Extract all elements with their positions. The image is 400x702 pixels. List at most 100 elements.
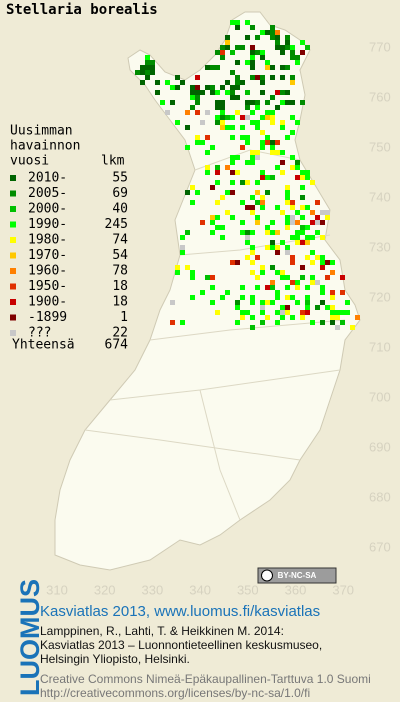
occurrence-square — [305, 295, 310, 300]
occurrence-square — [145, 75, 150, 80]
occurrence-square — [205, 170, 210, 175]
occurrence-square — [220, 125, 225, 130]
occurrence-square — [200, 90, 205, 95]
occurrence-square — [240, 200, 245, 205]
occurrence-square — [230, 135, 235, 140]
y-tick-label: 770 — [369, 39, 391, 54]
occurrence-square — [195, 190, 200, 195]
occurrence-square — [225, 165, 230, 170]
occurrence-square — [295, 235, 300, 240]
legend-label: 1980- — [28, 233, 67, 248]
occurrence-square — [210, 145, 215, 150]
occurrence-square — [230, 20, 235, 25]
occurrence-square — [340, 320, 345, 325]
occurrence-square — [235, 305, 240, 310]
occurrence-square — [220, 195, 225, 200]
occurrence-square — [285, 250, 290, 255]
occurrence-square — [250, 230, 255, 235]
occurrence-square — [175, 265, 180, 270]
occurrence-square — [310, 320, 315, 325]
occurrence-square — [190, 270, 195, 275]
occurrence-square — [275, 250, 280, 255]
occurrence-square — [245, 140, 250, 145]
occurrence-square — [275, 245, 280, 250]
occurrence-square — [280, 210, 285, 215]
occurrence-square — [325, 210, 330, 215]
occurrence-square — [235, 75, 240, 80]
occurrence-square — [255, 220, 260, 225]
occurrence-square — [265, 65, 270, 70]
occurrence-square — [245, 240, 250, 245]
occurrence-square — [300, 215, 305, 220]
occurrence-square — [350, 325, 355, 330]
occurrence-square — [290, 235, 295, 240]
occurrence-square — [230, 85, 235, 90]
occurrence-square — [140, 80, 145, 85]
occurrence-square — [305, 225, 310, 230]
occurrence-square — [215, 225, 220, 230]
occurrence-square — [245, 90, 250, 95]
occurrence-square — [205, 85, 210, 90]
occurrence-square — [275, 45, 280, 50]
legend-swatch — [10, 314, 16, 321]
legend-count: 40 — [112, 202, 128, 217]
legend-count: 78 — [112, 264, 128, 279]
occurrence-square — [285, 285, 290, 290]
occurrence-square — [270, 110, 275, 115]
occurrence-square — [300, 275, 305, 280]
occurrence-square — [240, 125, 245, 130]
occurrence-square — [195, 95, 200, 100]
occurrence-square — [285, 225, 290, 230]
y-tick-label: 760 — [369, 89, 391, 104]
occurrence-square — [245, 310, 250, 315]
occurrence-square — [270, 120, 275, 125]
occurrence-square — [245, 20, 250, 25]
occurrence-square — [255, 125, 260, 130]
occurrence-square — [255, 255, 260, 260]
occurrence-square — [300, 315, 305, 320]
x-tick-label: 350 — [237, 582, 259, 597]
legend-label: 1950- — [28, 279, 67, 294]
x-tick-label: 320 — [94, 582, 116, 597]
occurrence-square — [190, 95, 195, 100]
occurrence-square — [310, 280, 315, 285]
occurrence-square — [275, 140, 280, 145]
occurrence-square — [265, 300, 270, 305]
occurrence-square — [265, 285, 270, 290]
occurrence-square — [255, 105, 260, 110]
occurrence-square — [325, 215, 330, 220]
legend-label: 1990- — [28, 217, 67, 232]
legend-swatch — [10, 268, 16, 274]
occurrence-square — [300, 185, 305, 190]
occurrence-square — [250, 250, 255, 255]
occurrence-square — [210, 275, 215, 280]
legend-swatch — [10, 175, 16, 181]
occurrence-square — [215, 105, 220, 110]
occurrence-square — [230, 180, 235, 185]
occurrence-square — [310, 250, 315, 255]
occurrence-square — [300, 50, 305, 55]
occurrence-square — [285, 215, 290, 220]
occurrence-square — [235, 320, 240, 325]
occurrence-square — [295, 230, 300, 235]
occurrence-square — [215, 90, 220, 95]
occurrence-square — [230, 90, 235, 95]
occurrence-square — [315, 215, 320, 220]
legend-count: 18 — [112, 295, 128, 310]
occurrence-square — [150, 70, 155, 75]
occurrence-square — [275, 290, 280, 295]
occurrence-square — [180, 250, 185, 255]
occurrence-square — [145, 70, 150, 75]
occurrence-square — [290, 155, 295, 160]
occurrence-square — [295, 285, 300, 290]
occurrence-square — [270, 175, 275, 180]
occurrence-square — [250, 120, 255, 125]
occurrence-square — [295, 60, 300, 65]
occurrence-square — [225, 210, 230, 215]
occurrence-square — [195, 135, 200, 140]
occurrence-square — [230, 50, 235, 55]
occurrence-square — [275, 150, 280, 155]
occurrence-square — [280, 310, 285, 315]
occurrence-square — [170, 85, 175, 90]
occurrence-square — [305, 255, 310, 260]
